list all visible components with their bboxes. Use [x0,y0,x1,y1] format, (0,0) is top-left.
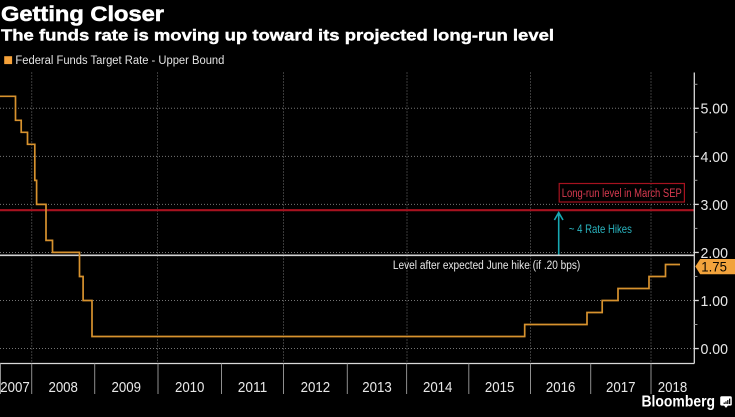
svg-text:4.00: 4.00 [701,149,729,166]
svg-text:2.00: 2.00 [701,245,729,262]
svg-text:2009: 2009 [112,379,142,396]
svg-text:2013: 2013 [362,379,392,396]
svg-text:0.00: 0.00 [701,341,729,358]
svg-text:2017: 2017 [606,379,636,396]
svg-text:~ 4 Rate Hikes: ~ 4 Rate Hikes [569,222,632,236]
svg-text:The funds rate is moving up to: The funds rate is moving up toward its p… [1,28,554,45]
svg-text:2016: 2016 [546,379,576,396]
svg-text:1.75: 1.75 [701,259,727,275]
svg-text:Level after expected June hike: Level after expected June hike (if .20 b… [393,260,581,272]
svg-text:2018: 2018 [658,379,688,396]
svg-text:2012: 2012 [301,379,331,396]
svg-text:1.00: 1.00 [701,293,729,310]
svg-text:5.00: 5.00 [701,101,729,118]
svg-text:3.00: 3.00 [701,197,729,214]
svg-text:Long-run level in March SEP: Long-run level in March SEP [562,188,682,200]
svg-text:2014: 2014 [423,379,453,396]
svg-text:2010: 2010 [175,379,205,396]
svg-text:Federal Funds Target Rate - Up: Federal Funds Target Rate - Upper Bound [15,55,224,67]
svg-text:Getting Closer: Getting Closer [1,2,165,26]
svg-text:2007: 2007 [0,379,30,396]
svg-text:2015: 2015 [485,379,515,396]
svg-text:Bloomberg: Bloomberg [642,393,716,410]
svg-text:2011: 2011 [238,379,268,396]
svg-text:2008: 2008 [48,379,78,396]
